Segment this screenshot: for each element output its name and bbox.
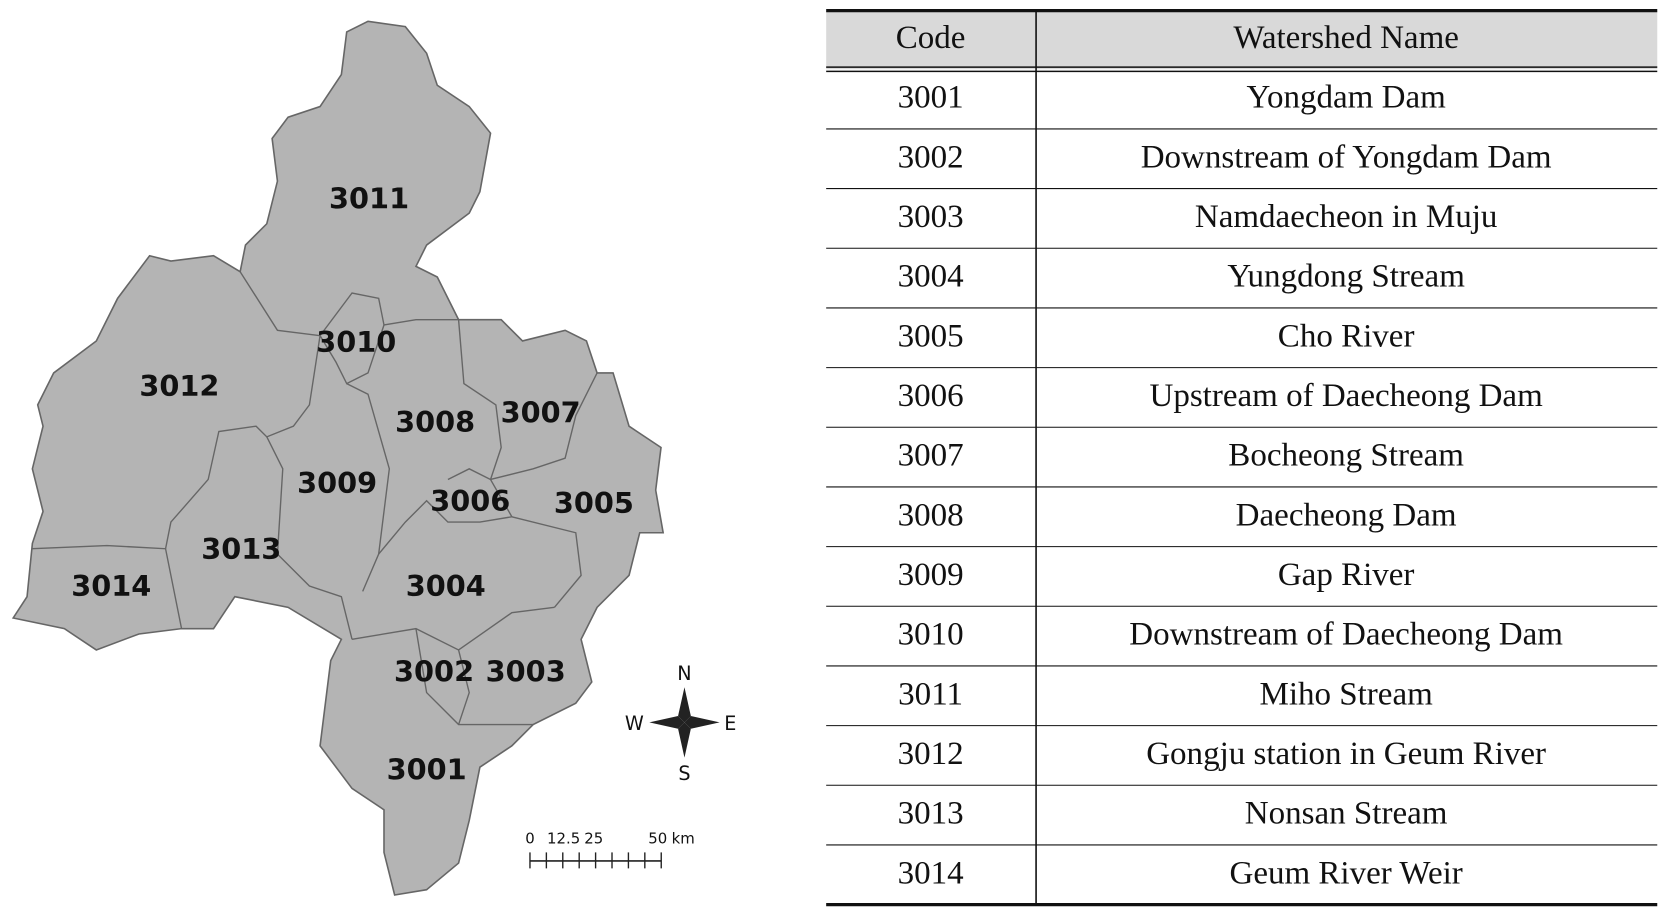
scale-label: 50: [648, 830, 667, 848]
boundary: [164, 335, 321, 549]
compass-label: W: [625, 712, 644, 735]
compass-label: E: [724, 712, 736, 735]
watershed-outline: [11, 20, 665, 896]
table: [826, 9, 1658, 907]
table-cell: Gap River: [1278, 557, 1415, 593]
table-cell: 3012: [898, 736, 964, 772]
scale-label: 12.5: [547, 830, 580, 848]
region-label: 3013: [201, 532, 281, 566]
region-label: 3002: [394, 654, 474, 688]
table-cell: Namdaecheon in Muju: [1195, 199, 1498, 235]
region-label: 3004: [406, 569, 486, 603]
table-cell: 3006: [898, 378, 964, 414]
region-label: 3001: [387, 752, 467, 786]
table-cell: 3001: [898, 80, 964, 116]
table-cell: 3010: [898, 617, 964, 653]
region-label: 3012: [139, 369, 219, 403]
table-cell: 3008: [898, 497, 964, 533]
boundary: [266, 436, 353, 640]
boundary: [32, 544, 183, 629]
boundary: [457, 319, 502, 480]
table-cell: 3005: [898, 318, 964, 354]
table-cell: Downstream of Yongdam Dam: [1141, 139, 1552, 175]
table-cell: Yungdong Stream: [1227, 259, 1465, 295]
table-cell: Gongju station in Geum River: [1146, 736, 1546, 772]
table-cell: 3013: [898, 796, 964, 832]
table-cell: Downstream of Daecheong Dam: [1129, 617, 1563, 653]
table-cell: Yongdam Dam: [1246, 80, 1446, 116]
boundary: [346, 382, 391, 592]
region-label: 3008: [395, 405, 475, 439]
compass-arrow: [678, 722, 691, 758]
boundary: [239, 271, 459, 337]
region-label: 3009: [297, 466, 377, 500]
table-cell: 3014: [898, 855, 964, 891]
table-cell: Daecheong Dam: [1236, 497, 1457, 533]
compass: [649, 687, 720, 758]
table-cell: 3007: [898, 438, 964, 474]
scale-label: 25: [584, 830, 603, 848]
header-cell: Code: [896, 20, 966, 56]
region-label: 3003: [486, 654, 566, 688]
table-cell: Miho Stream: [1259, 676, 1433, 712]
table-cell: 3011: [898, 676, 963, 712]
boundary: [457, 649, 470, 725]
table-cell: Bocheong Stream: [1228, 438, 1464, 474]
table-cell: 3009: [898, 557, 964, 593]
compass-arrow: [678, 687, 691, 723]
scale-unit: km: [672, 830, 695, 848]
table-cell: Geum River Weir: [1229, 855, 1462, 891]
boundary: [378, 468, 513, 555]
region-label: 3010: [316, 325, 396, 359]
region-label: 3014: [71, 569, 151, 603]
region-label: 3007: [501, 395, 581, 429]
table-cell: Upstream of Daecheong Dam: [1149, 378, 1543, 414]
scale-label: 0: [525, 830, 534, 848]
header-background: [826, 10, 1658, 70]
table-cell: Nonsan Stream: [1245, 796, 1448, 832]
region-boundaries: [32, 271, 598, 726]
compass-label: N: [677, 662, 691, 685]
region-label: 3006: [430, 484, 510, 518]
boundary: [490, 372, 598, 481]
table-cell: 3004: [898, 259, 964, 295]
map: [11, 20, 720, 896]
compass-arrow: [649, 716, 685, 729]
table-cell: Cho River: [1278, 318, 1415, 354]
header-cell: Watershed Name: [1233, 20, 1459, 56]
region-label: 3011: [329, 181, 409, 215]
region-label: 3005: [554, 486, 634, 520]
compass-label: S: [678, 762, 690, 785]
boundary: [511, 516, 582, 608]
compass-arrow: [684, 716, 720, 729]
table-cell: 3003: [898, 199, 964, 235]
table-cell: 3002: [898, 139, 964, 175]
